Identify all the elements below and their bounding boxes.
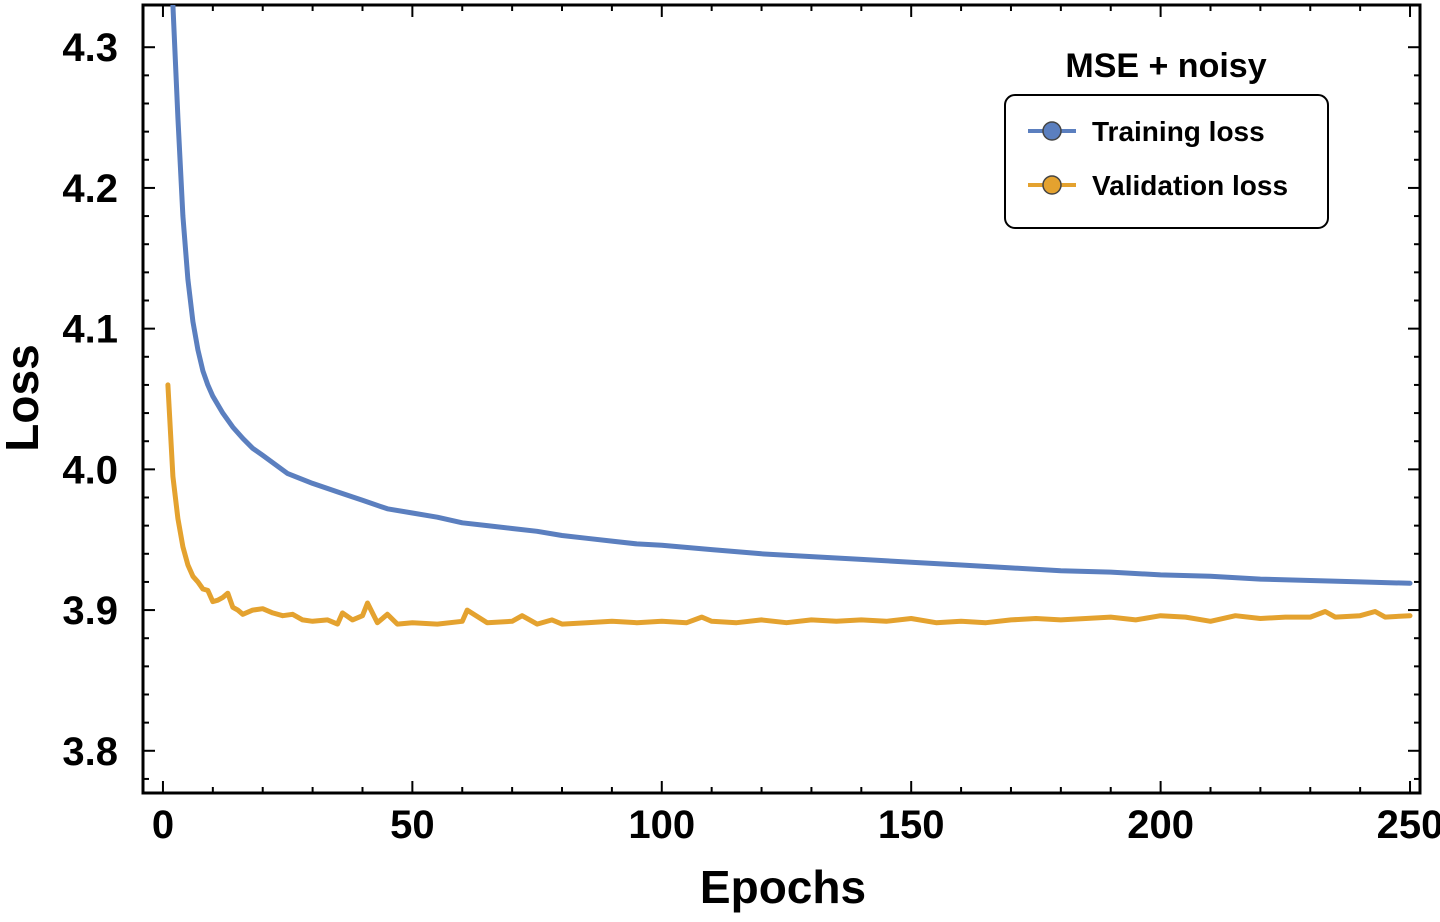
y-tick-label: 4.0 bbox=[62, 448, 118, 492]
y-tick-label: 4.3 bbox=[62, 26, 118, 70]
plot-frame bbox=[141, 3, 1422, 795]
validation-loss-line bbox=[165, 382, 1413, 627]
y-tick-label: 3.8 bbox=[62, 730, 118, 774]
x-axis-title: Epochs bbox=[700, 861, 866, 913]
x-tick-label: 250 bbox=[1377, 803, 1440, 847]
y-tick-label: 3.9 bbox=[62, 589, 118, 633]
x-tick-label: 150 bbox=[878, 803, 945, 847]
y-tick-label: 4.1 bbox=[62, 308, 118, 352]
legend-title: MSE + noisy bbox=[1065, 47, 1266, 85]
legend-training-label: Training loss bbox=[1092, 116, 1265, 147]
x-tick-label: 50 bbox=[390, 803, 435, 847]
axis-ticks: 0 50 100 150 200 250 3.8 3.9 4.0 4.1 4.2 4.3 bbox=[62, 5, 1440, 847]
y-tick-label: 4.2 bbox=[62, 167, 118, 211]
legend-box bbox=[1004, 94, 1329, 229]
training-loss-line bbox=[170, 5, 1413, 586]
y-axis-title: Loss bbox=[0, 344, 48, 451]
legend-validation-label: Validation loss bbox=[1092, 170, 1288, 201]
legend: MSE + noisy Training loss Validation los… bbox=[1004, 47, 1329, 229]
legend-training-marker bbox=[1042, 121, 1062, 141]
x-tick-label: 0 bbox=[152, 803, 174, 847]
x-tick-label: 100 bbox=[628, 803, 695, 847]
x-tick-label: 200 bbox=[1127, 803, 1194, 847]
plot-frame-border bbox=[141, 3, 1422, 795]
legend-validation-marker bbox=[1042, 175, 1062, 195]
series-lines bbox=[165, 5, 1413, 627]
